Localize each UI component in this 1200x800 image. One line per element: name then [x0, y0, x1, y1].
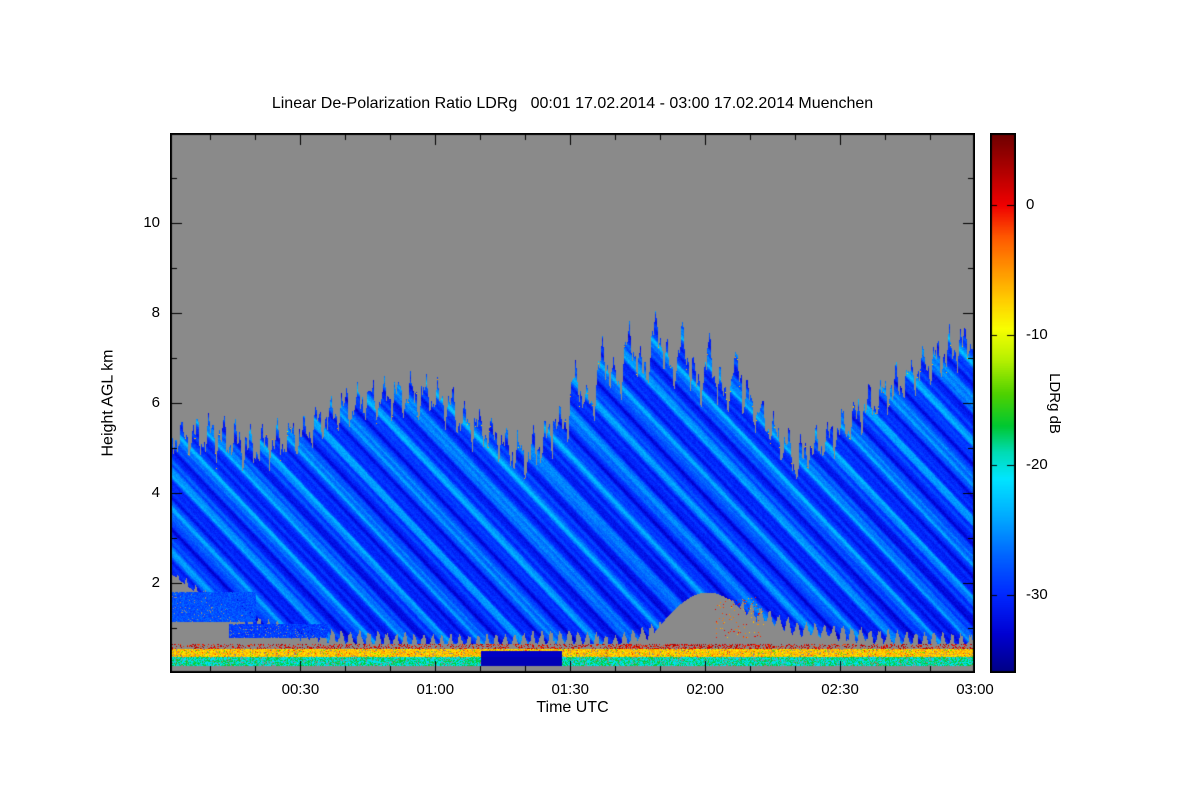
x-tick-label: 00:30: [281, 681, 320, 698]
y-tick-label: 2: [151, 574, 160, 591]
y-tick-label: 4: [151, 484, 160, 501]
x-axis-label: Time UTC: [536, 699, 609, 716]
colorbar-canvas: [990, 133, 1016, 673]
x-tick-label: 01:30: [551, 681, 590, 698]
colorbar-tick-label: 0: [1026, 195, 1035, 213]
colorbar-tick-label: -10: [1026, 325, 1048, 343]
plot-title: Linear De-Polarization Ratio LDRg 00:01 …: [271, 95, 874, 112]
colorbar-label-text: LDRg dB: [1045, 372, 1063, 434]
colorbar-tick-label: -20: [1026, 455, 1048, 473]
x-tick-label: 03:00: [956, 681, 994, 698]
colorbar-tick-label: -30: [1026, 585, 1048, 603]
heatmap-canvas: [170, 133, 975, 673]
x-tick-label: 01:00: [416, 681, 455, 698]
y-tick-label: 8: [151, 304, 160, 321]
y-tick-label: 10: [143, 214, 160, 231]
x-tick-label: 02:30: [821, 681, 859, 698]
x-tick-label: 02:00: [686, 681, 724, 698]
y-tick-label: 6: [151, 394, 160, 411]
